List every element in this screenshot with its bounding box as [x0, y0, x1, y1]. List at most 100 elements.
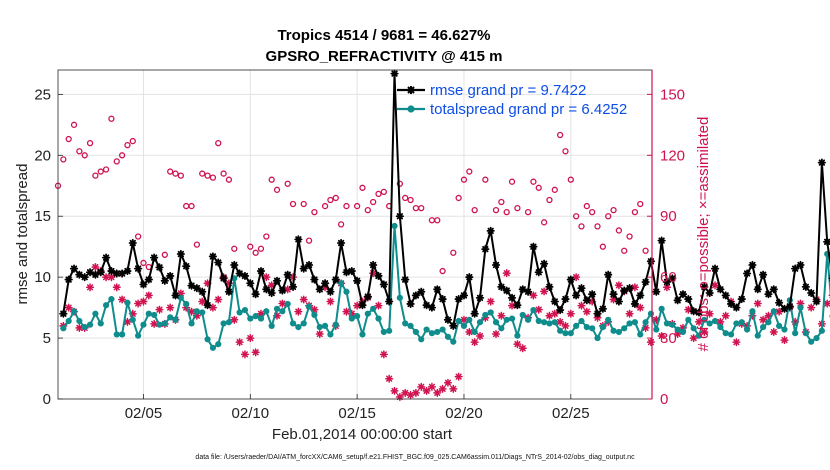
assimilated-point: [390, 386, 399, 395]
rmse-point: [700, 282, 709, 291]
rmse-point: [684, 294, 693, 304]
totalspread-point: [482, 311, 489, 319]
assimilated-point: [150, 319, 159, 328]
y-tick-label-2: 10: [34, 269, 51, 286]
possible-point: [471, 206, 478, 214]
possible-point: [396, 180, 404, 187]
totalspread-point: [167, 314, 174, 321]
totalspread-point: [524, 316, 532, 323]
assimilated-point: [75, 323, 84, 332]
totalspread-point: [412, 328, 419, 336]
totalspread-point: [172, 316, 179, 323]
totalspread-point: [102, 302, 110, 309]
totalspread-point: [113, 331, 120, 338]
possible-point: [124, 141, 131, 149]
assimilated-point: [459, 315, 469, 324]
possible-point: [204, 172, 211, 179]
totalspread-point: [583, 324, 590, 331]
rmse-point: [283, 270, 292, 279]
rmse-point: [288, 282, 298, 291]
assimilated-point: [561, 321, 570, 330]
totalspread-point: [717, 324, 724, 331]
x-axis-label: Feb.01,2014 00:00:00 start: [272, 426, 453, 443]
rmse-point: [224, 287, 234, 296]
possible-point: [209, 174, 217, 181]
rmse-point: [363, 292, 372, 301]
rmse-point: [657, 236, 666, 245]
rmse-point: [785, 302, 794, 311]
totalspread-point: [81, 324, 88, 331]
rmse-point: [427, 303, 437, 312]
totalspread-point: [508, 315, 516, 322]
possible-point: [589, 209, 596, 216]
totalspread-point: [626, 320, 633, 327]
totalspread-point: [813, 334, 820, 342]
possible-point: [524, 209, 532, 216]
rmse-point: [796, 260, 805, 270]
totalspread-point: [348, 315, 355, 322]
totalspread-point: [476, 319, 484, 326]
y-tick-label-5: 25: [34, 86, 51, 103]
totalspread-point: [797, 304, 804, 311]
rmse-point: [529, 242, 538, 251]
rmse-point: [513, 301, 522, 310]
possible-point: [508, 178, 516, 185]
assimilated-point: [417, 382, 426, 391]
possible-point: [273, 186, 281, 193]
rmse-point: [107, 266, 116, 276]
assimilated-point: [139, 297, 148, 306]
rmse-point: [347, 266, 356, 276]
rmse-point: [780, 304, 789, 313]
totalspread-point: [279, 308, 286, 315]
totalspread-point: [375, 315, 382, 322]
assimilated-point: [278, 299, 287, 308]
rmse-point: [64, 275, 73, 284]
rmse-point: [710, 264, 720, 273]
rmse-point: [75, 270, 84, 279]
possible-point: [594, 223, 601, 230]
possible-point: [129, 137, 136, 145]
y2-tick-label-0: 0: [660, 391, 668, 408]
assimilated-point: [401, 388, 410, 397]
possible-point: [514, 204, 521, 212]
rmse-point: [150, 253, 159, 262]
totalspread-point: [557, 327, 564, 334]
assimilated-point: [91, 262, 100, 272]
totalspread-point: [289, 320, 297, 327]
assimilated-point: [422, 386, 431, 395]
possible-point: [177, 172, 185, 179]
assimilated-point: [433, 388, 442, 397]
rmse-point: [705, 288, 714, 298]
possible-point: [193, 241, 201, 248]
possible-point: [289, 200, 297, 208]
possible-point: [455, 194, 462, 202]
possible-point: [615, 227, 623, 234]
chart-subtitle: GPSRO_REFRACTIVITY @ 415 m: [266, 48, 503, 65]
rmse-point: [507, 293, 517, 302]
rmse-point: [561, 294, 570, 304]
rmse-point: [155, 263, 164, 272]
totalspread-point: [236, 309, 243, 316]
rmse-point: [406, 299, 415, 309]
assimilated-point: [144, 291, 153, 300]
rmse-point: [379, 280, 388, 289]
totalspread-point: [546, 320, 553, 327]
rmse-point: [593, 309, 602, 318]
rmse-point: [171, 291, 180, 300]
rmse-point: [748, 260, 757, 270]
totalspread-point: [76, 317, 83, 325]
totalspread-point: [792, 330, 799, 337]
totalspread-point: [124, 299, 131, 306]
possible-point: [626, 233, 633, 240]
totalspread-point: [722, 330, 729, 337]
assimilated-point: [625, 309, 634, 318]
assimilated-point: [64, 303, 73, 312]
possible-point: [327, 196, 334, 204]
totalspread-point: [151, 311, 158, 319]
totalspread-point: [514, 332, 521, 339]
assimilated-point: [374, 301, 383, 310]
legend-spread-label: totalspread grand pr = 6.4252: [430, 101, 627, 118]
rmse-point: [401, 275, 410, 284]
possible-point: [450, 249, 457, 256]
totalspread-point: [444, 333, 452, 340]
